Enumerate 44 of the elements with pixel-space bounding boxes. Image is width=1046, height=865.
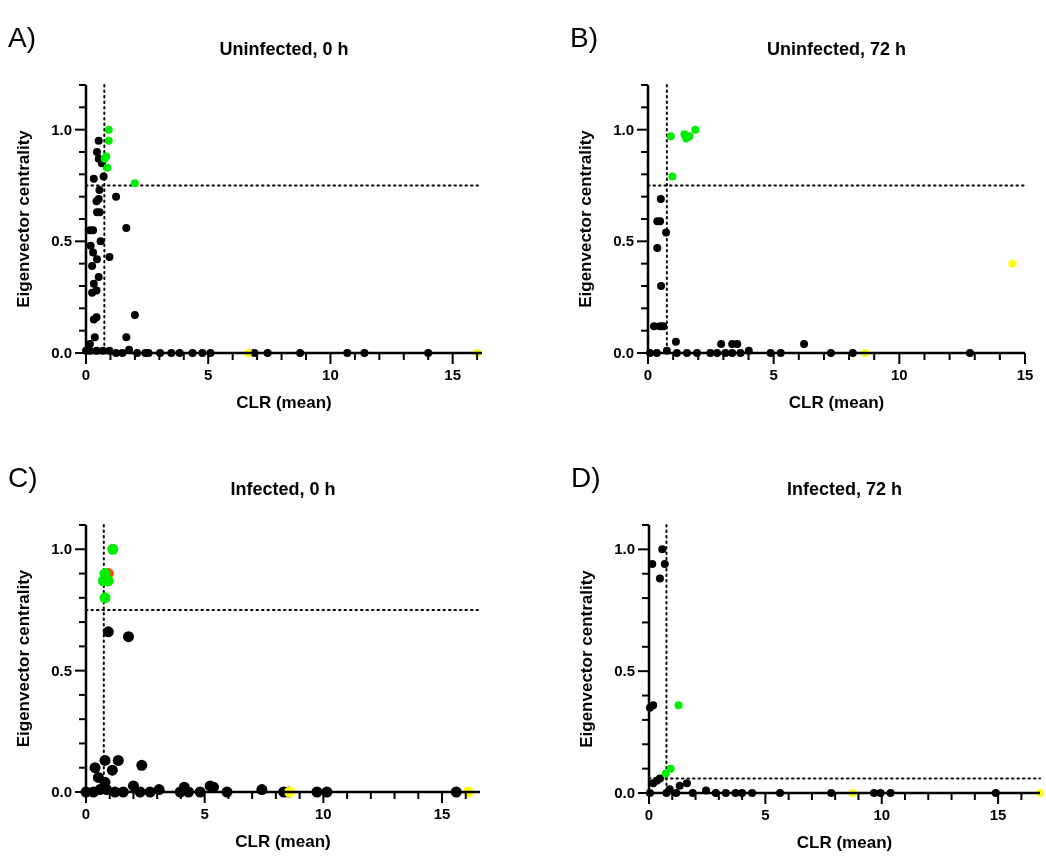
text: B) [570, 22, 598, 53]
y-tick-label: 1.0 [614, 540, 635, 558]
x-tick-label: 15 [433, 805, 451, 822]
x-tick-label: 10 [890, 366, 908, 383]
chart-title: Uninfected, 72 h [766, 39, 907, 59]
y-tick-label: 0.0 [613, 344, 634, 361]
y-tick-label: 0.0 [51, 783, 72, 800]
y-tick-label: 0.0 [614, 784, 635, 801]
y-tick-label: 1.0 [613, 120, 634, 138]
x-tick-label: 15 [989, 806, 1007, 823]
x-tick-label: 10 [315, 805, 332, 822]
chart-title: Infected, 0 h [230, 479, 336, 499]
y-tick-label: 1.0 [51, 540, 72, 558]
x-tick-label: 10 [873, 806, 891, 823]
y-tick-label: 0.5 [51, 661, 72, 679]
text: C) [8, 462, 38, 493]
text: A) [8, 22, 36, 53]
y-tick-label: 1.0 [51, 120, 72, 138]
x-axis-title: CLR (mean) [788, 393, 885, 412]
x-tick-label: 0 [81, 805, 91, 822]
y-axis-title: Eigenvector centrality [577, 569, 596, 748]
x-tick-label: 5 [200, 805, 209, 822]
y-tick-label: 0.5 [614, 662, 635, 680]
chart-title: Infected, 72 h [786, 479, 903, 499]
text: D) [571, 462, 601, 493]
x-tick-label: 0 [643, 366, 653, 383]
y-axis-title: Eigenvector centrality [14, 129, 33, 308]
x-tick-label: 10 [322, 366, 339, 383]
x-tick-label: 15 [1016, 366, 1034, 383]
x-axis-title: CLR (mean) [796, 833, 893, 852]
x-axis-title: CLR (mean) [236, 393, 332, 412]
y-axis-title: Eigenvector centrality [576, 129, 595, 308]
x-tick-label: 5 [204, 366, 213, 383]
x-tick-label: 5 [761, 806, 770, 823]
x-tick-label: 15 [444, 366, 462, 383]
y-axis-title: Eigenvector centrality [14, 569, 33, 748]
y-tick-label: 0.0 [51, 344, 72, 361]
x-axis-title: CLR (mean) [235, 832, 331, 851]
y-tick-label: 0.5 [613, 232, 634, 250]
y-tick-label: 0.5 [51, 232, 72, 250]
x-tick-label: 5 [769, 366, 778, 383]
chart-title: Uninfected, 0 h [219, 39, 349, 59]
x-tick-label: 0 [644, 806, 654, 823]
x-tick-label: 0 [81, 366, 91, 383]
